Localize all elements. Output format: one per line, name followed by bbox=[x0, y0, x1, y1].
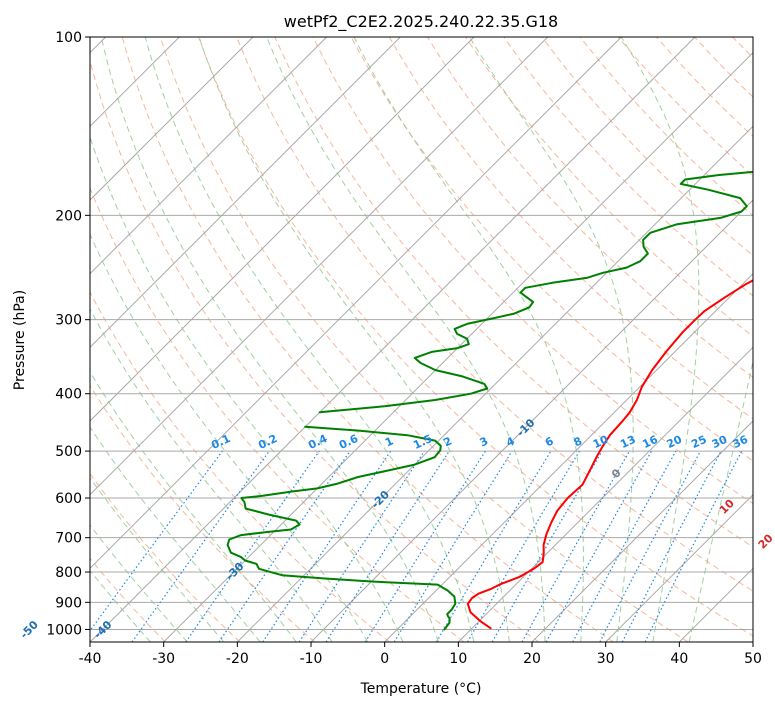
y-tick-label: 900 bbox=[55, 595, 82, 611]
dry-adiabat-line bbox=[90, 384, 316, 642]
isotherm-line bbox=[531, 420, 753, 642]
plot-frame bbox=[89, 36, 754, 643]
mixing-ratio-line bbox=[298, 450, 425, 642]
moist-adiabat-line bbox=[90, 524, 188, 642]
dry-adiabat-line bbox=[159, 37, 689, 642]
mixing-ratio-label: 10 bbox=[591, 433, 611, 451]
dry-adiabat-line bbox=[121, 37, 614, 642]
profile-lines bbox=[226, 170, 753, 631]
moist-adiabat-line bbox=[266, 37, 546, 642]
dry-adiabat-line bbox=[90, 472, 241, 642]
mixing-ratio-line bbox=[262, 450, 392, 642]
dry-adiabat-line bbox=[350, 37, 753, 462]
dry-adiabat-line bbox=[90, 59, 540, 642]
x-tick-label: 20 bbox=[523, 651, 541, 667]
isotherm-line bbox=[90, 37, 549, 496]
mixing-ratio-label: 30 bbox=[710, 433, 730, 451]
dry-adiabat-line bbox=[312, 37, 753, 505]
x-tick-label: -10 bbox=[300, 651, 323, 667]
y-tick-label: 400 bbox=[55, 387, 82, 403]
y-tick-label: 800 bbox=[55, 565, 82, 581]
y-tick-label: 200 bbox=[55, 208, 82, 224]
mixing-ratio-line bbox=[90, 450, 223, 632]
y-tick-label: 100 bbox=[55, 30, 82, 46]
isotherm-line bbox=[90, 37, 328, 275]
mixing-ratio-label: 16 bbox=[640, 433, 660, 451]
x-tick-label: 50 bbox=[744, 651, 762, 667]
moist-adiabat-line bbox=[90, 476, 225, 642]
mixing-ratio-line bbox=[393, 450, 513, 642]
moist-adiabat-line bbox=[90, 232, 369, 642]
isotherm-line bbox=[384, 272, 753, 642]
isotherm-line bbox=[310, 199, 753, 642]
mixing-ratio-line bbox=[572, 450, 677, 642]
moist-adiabat-line bbox=[144, 37, 475, 642]
x-tick-label: 0 bbox=[380, 651, 389, 667]
isotherm-line bbox=[236, 125, 753, 642]
y-tick-label: 700 bbox=[55, 531, 82, 547]
y-axis: 100 200 300 400 500 600 700 800 900 1000 bbox=[46, 30, 90, 638]
x-tick-label: -20 bbox=[226, 651, 249, 667]
dry-adiabat-line bbox=[465, 37, 753, 338]
mixing-ratio-label: 13 bbox=[618, 433, 637, 451]
dewpoint-profile-line-lower bbox=[226, 425, 457, 631]
mixing-ratio-line bbox=[521, 450, 631, 642]
moist-adiabat-line bbox=[620, 37, 700, 642]
isotherm-line bbox=[90, 37, 401, 349]
x-tick-label: 40 bbox=[670, 651, 688, 667]
dry-adiabat-line bbox=[771, 37, 775, 642]
moist-adiabat-line bbox=[90, 370, 297, 642]
x-tick-label: 30 bbox=[597, 651, 615, 667]
isotherm-label: -50 bbox=[18, 618, 41, 641]
isotherm-line bbox=[457, 346, 753, 642]
temperature-profile-line bbox=[466, 279, 753, 630]
mixing-ratio-line bbox=[218, 450, 351, 642]
dry-adiabat-line bbox=[503, 37, 753, 297]
mixing-ratio-line bbox=[131, 450, 270, 642]
moist-adiabat-line bbox=[90, 569, 151, 642]
y-tick-label: 600 bbox=[55, 491, 82, 507]
isotherm-line bbox=[90, 37, 696, 642]
x-tick-label: 10 bbox=[449, 651, 467, 667]
chart-title: wetPf2_C2E2.2025.240.22.35.G18 bbox=[284, 12, 558, 32]
background-lines bbox=[90, 37, 775, 642]
isotherm-line bbox=[90, 37, 254, 201]
moist-adiabat-line bbox=[90, 426, 261, 642]
moist-adiabat-line bbox=[90, 308, 333, 642]
dry-adiabat-line bbox=[90, 186, 465, 642]
y-axis-label: Pressure (hPa) bbox=[12, 290, 28, 390]
moist-adiabat-line bbox=[90, 135, 404, 642]
moist-adiabat-line bbox=[198, 37, 510, 642]
dry-adiabat-label: 20 bbox=[756, 531, 775, 551]
y-tick-label: 300 bbox=[55, 313, 82, 329]
dewpoint-profile-line-upper bbox=[318, 170, 753, 414]
isotherm-line bbox=[90, 37, 622, 570]
x-axis-label: Temperature (°C) bbox=[360, 681, 482, 697]
dry-adiabat-line bbox=[426, 37, 753, 378]
x-tick-label: -40 bbox=[79, 651, 102, 667]
dry-adiabat-line bbox=[388, 37, 753, 420]
isotherm-line bbox=[605, 493, 753, 642]
isotherm-line bbox=[163, 51, 753, 642]
mixing-ratio-label: 25 bbox=[689, 433, 708, 451]
mixing-ratio-line bbox=[644, 450, 743, 642]
y-tick-label: 1000 bbox=[46, 622, 82, 638]
moist-adiabat-line bbox=[688, 358, 753, 642]
mixing-ratio-line bbox=[185, 450, 320, 642]
x-tick-label: -30 bbox=[152, 651, 175, 667]
dry-adiabat-line bbox=[236, 37, 753, 592]
isotherm-line bbox=[90, 37, 475, 422]
mixing-ratio-label: 36 bbox=[731, 433, 751, 451]
x-axis: -40 -30 -20 -10 0 10 20 30 40 50 bbox=[79, 642, 762, 667]
mixing-ratio-label: 20 bbox=[665, 433, 685, 451]
y-tick-label: 500 bbox=[55, 444, 82, 460]
plot-background bbox=[90, 37, 753, 642]
moist-adiabat-line bbox=[100, 37, 439, 642]
dry-adiabat-line bbox=[274, 37, 753, 548]
dry-adiabat-line bbox=[90, 291, 390, 642]
mixing-ratio-line bbox=[325, 450, 450, 642]
mixing-ratio-line bbox=[545, 450, 653, 642]
